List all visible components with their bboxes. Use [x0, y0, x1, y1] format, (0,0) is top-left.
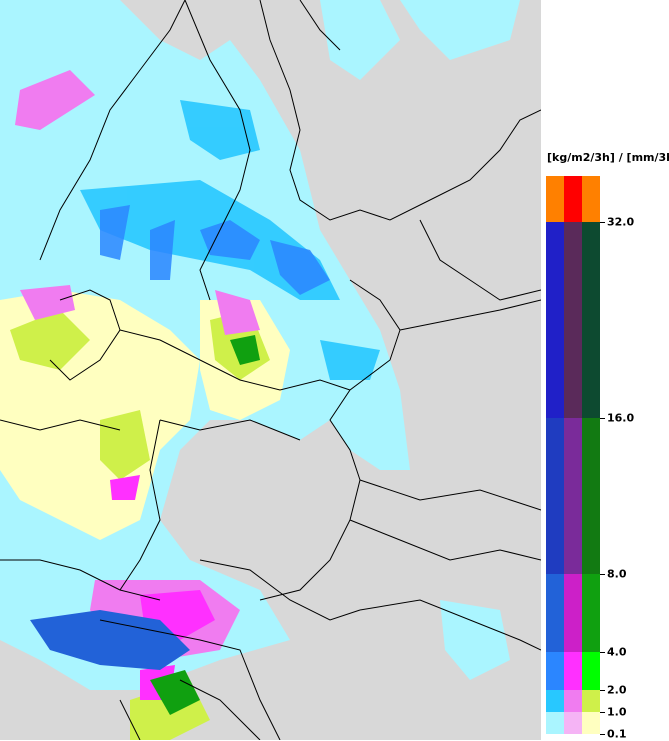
- legend-band-3-col-2: [582, 574, 600, 652]
- legend-band-4-col-1: [564, 418, 582, 574]
- legend-band-3-col-0: [546, 574, 564, 652]
- borders: [0, 0, 541, 740]
- legend-color-bar: [546, 176, 600, 734]
- legend-band-5-col-0: [546, 222, 564, 418]
- legend-tick-label: 32.0: [607, 215, 635, 229]
- legend-band-1-col-2: [582, 690, 600, 712]
- legend-band-1-col-1: [564, 690, 582, 712]
- legend-tick-mark: [600, 652, 605, 653]
- legend-tick-mark: [600, 222, 605, 223]
- precip-intense-blue: [30, 610, 190, 670]
- legend-tick-label: 2.0: [607, 683, 627, 697]
- legend-tick-mark: [600, 712, 605, 713]
- legend-band-0-col-2: [582, 712, 600, 734]
- legend-tick-label: 16.0: [607, 411, 635, 425]
- legend-ticks: 0.1 1.0 2.0 4.0 8.0 16.0 32.0: [600, 0, 669, 741]
- legend-band-6-col-2: [582, 176, 600, 222]
- precip-blue-dark: [100, 205, 330, 295]
- legend-band-3-col-1: [564, 574, 582, 652]
- precipitation-map: [0, 0, 541, 740]
- legend-band-5-col-2: [582, 222, 600, 418]
- legend-band-6-col-1: [564, 176, 582, 222]
- legend-tick-label: 0.1: [607, 727, 627, 741]
- map-canvas: [0, 0, 541, 740]
- legend-tick-mark: [600, 418, 605, 419]
- legend-tick-mark: [600, 734, 605, 735]
- legend-band-0-col-1: [564, 712, 582, 734]
- legend-title: [kg/m2/3h] / [mm/3h]: [547, 151, 669, 164]
- legend-band-2-col-1: [564, 652, 582, 690]
- legend-tick-mark: [600, 574, 605, 575]
- precip-green: [150, 335, 260, 715]
- legend-band-4-col-0: [546, 418, 564, 574]
- legend-tick-label: 4.0: [607, 645, 627, 659]
- legend-band-4-col-2: [582, 418, 600, 574]
- legend-band-5-col-1: [564, 222, 582, 418]
- legend-tick-label: 8.0: [607, 567, 627, 581]
- legend-band-2-col-2: [582, 652, 600, 690]
- legend: [kg/m2/3h] / [mm/3h] 0.1 1.0 2.0 4.0 8.0 16.0…: [541, 0, 669, 741]
- legend-band-2-col-0: [546, 652, 564, 690]
- legend-tick-label: 1.0: [607, 705, 627, 719]
- legend-band-1-col-0: [546, 690, 564, 712]
- legend-band-0-col-0: [546, 712, 564, 734]
- legend-tick-mark: [600, 690, 605, 691]
- legend-band-6-col-0: [546, 176, 564, 222]
